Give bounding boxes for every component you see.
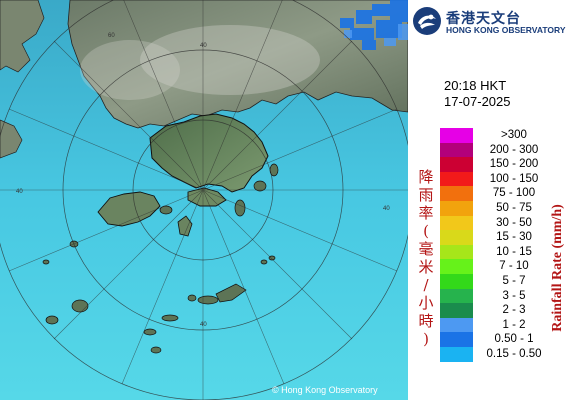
legend-label: 30 - 50 <box>496 216 532 229</box>
legend-label: 0.50 - 1 <box>494 333 534 346</box>
copyright-notice: © Hong Kong Observatory <box>272 385 378 395</box>
legend-row: 75 - 100 <box>440 186 570 201</box>
legend-label: 5 - 7 <box>502 274 526 287</box>
rainfall-legend: >300 200 - 300 150 - 200 100 - 150 75 - 100 5… <box>440 128 570 362</box>
legend-panel: 香港天文台 HONG KONG OBSERVATORY 20:18 HKT 17… <box>408 0 577 400</box>
legend-swatch <box>440 332 473 347</box>
legend-row: 0.15 - 0.50 <box>440 346 570 362</box>
observatory-logo: 香港天文台 HONG KONG OBSERVATORY <box>412 6 577 36</box>
rain-echo <box>340 0 408 50</box>
legend-row: 15 - 30 <box>440 230 570 245</box>
radar-date: 17-07-2025 <box>444 94 511 109</box>
legend-label: 150 - 200 <box>489 158 539 171</box>
legend-row: 0.50 - 1 <box>440 332 570 347</box>
radar-map[interactable]: 60 40 40 40 40 © Hong Kong Observatory <box>0 0 408 400</box>
legend-title-en: Rainfall Rate (mm/h) <box>550 204 565 332</box>
legend-row: 5 - 7 <box>440 273 570 289</box>
west-coast-land <box>0 0 45 73</box>
range-label: 40 <box>200 322 207 328</box>
legend-label: 7 - 10 <box>499 260 529 273</box>
legend-swatch <box>440 215 473 231</box>
rain-echo-light <box>344 24 408 46</box>
legend-swatch <box>440 171 473 187</box>
legend-swatch <box>440 259 473 274</box>
legend-row: 200 - 300 <box>440 142 570 158</box>
legend-row: >300 <box>440 128 570 143</box>
legend-row: 1 - 2 <box>440 317 570 333</box>
legend-row: 50 - 75 <box>440 200 570 216</box>
legend-label: 1 - 2 <box>502 318 526 331</box>
radar-map-canvas: 60 40 40 40 40 <box>0 0 408 400</box>
legend-label: 50 - 75 <box>496 201 532 214</box>
legend-swatch <box>440 346 473 362</box>
legend-row: 3 - 5 <box>440 288 570 304</box>
legend-swatch <box>440 200 473 216</box>
legend-label: 200 - 300 <box>489 143 539 156</box>
legend-swatch <box>440 288 473 304</box>
legend-swatch <box>440 244 473 260</box>
legend-label: 100 - 150 <box>489 172 539 185</box>
lantau-island <box>97 191 161 227</box>
west-coast-land-south <box>0 119 23 159</box>
legend-label: 0.15 - 0.50 <box>486 347 542 360</box>
legend-row: 150 - 200 <box>440 157 570 172</box>
haze <box>140 25 320 95</box>
radar-time: 20:18 HKT <box>444 78 507 93</box>
lamma-island <box>177 215 193 237</box>
legend-label: 10 - 15 <box>496 245 532 258</box>
legend-swatch <box>440 303 473 318</box>
legend-row: 10 - 15 <box>440 244 570 260</box>
legend-row: 7 - 10 <box>440 259 570 274</box>
radial-lines <box>0 0 408 400</box>
legend-row: 30 - 50 <box>440 215 570 231</box>
range-label: 40 <box>16 189 23 195</box>
legend-swatch <box>440 317 473 333</box>
observatory-emblem-icon <box>413 7 441 35</box>
legend-swatch <box>440 273 473 289</box>
legend-label: 75 - 100 <box>492 187 536 200</box>
legend-swatch <box>440 142 473 158</box>
range-label: 40 <box>200 43 207 49</box>
legend-swatch <box>440 186 473 201</box>
legend-label: 2 - 3 <box>502 304 526 317</box>
observatory-name-zh: 香港天文台 <box>446 11 521 27</box>
legend-swatch <box>440 230 473 245</box>
legend-row: 2 - 3 <box>440 303 570 318</box>
range-label: 40 <box>383 206 390 212</box>
legend-label: >300 <box>501 129 527 141</box>
legend-label: 15 - 30 <box>496 231 532 244</box>
range-label: 60 <box>108 33 115 39</box>
legend-swatch <box>440 157 473 172</box>
legend-swatch <box>440 128 473 143</box>
legend-row: 100 - 150 <box>440 171 570 187</box>
observatory-name-en: HONG KONG OBSERVATORY <box>446 25 566 35</box>
legend-title-zh: 降雨率(毫米 / 小時) <box>418 168 434 348</box>
haze <box>80 40 180 100</box>
legend-label: 3 - 5 <box>502 289 526 302</box>
